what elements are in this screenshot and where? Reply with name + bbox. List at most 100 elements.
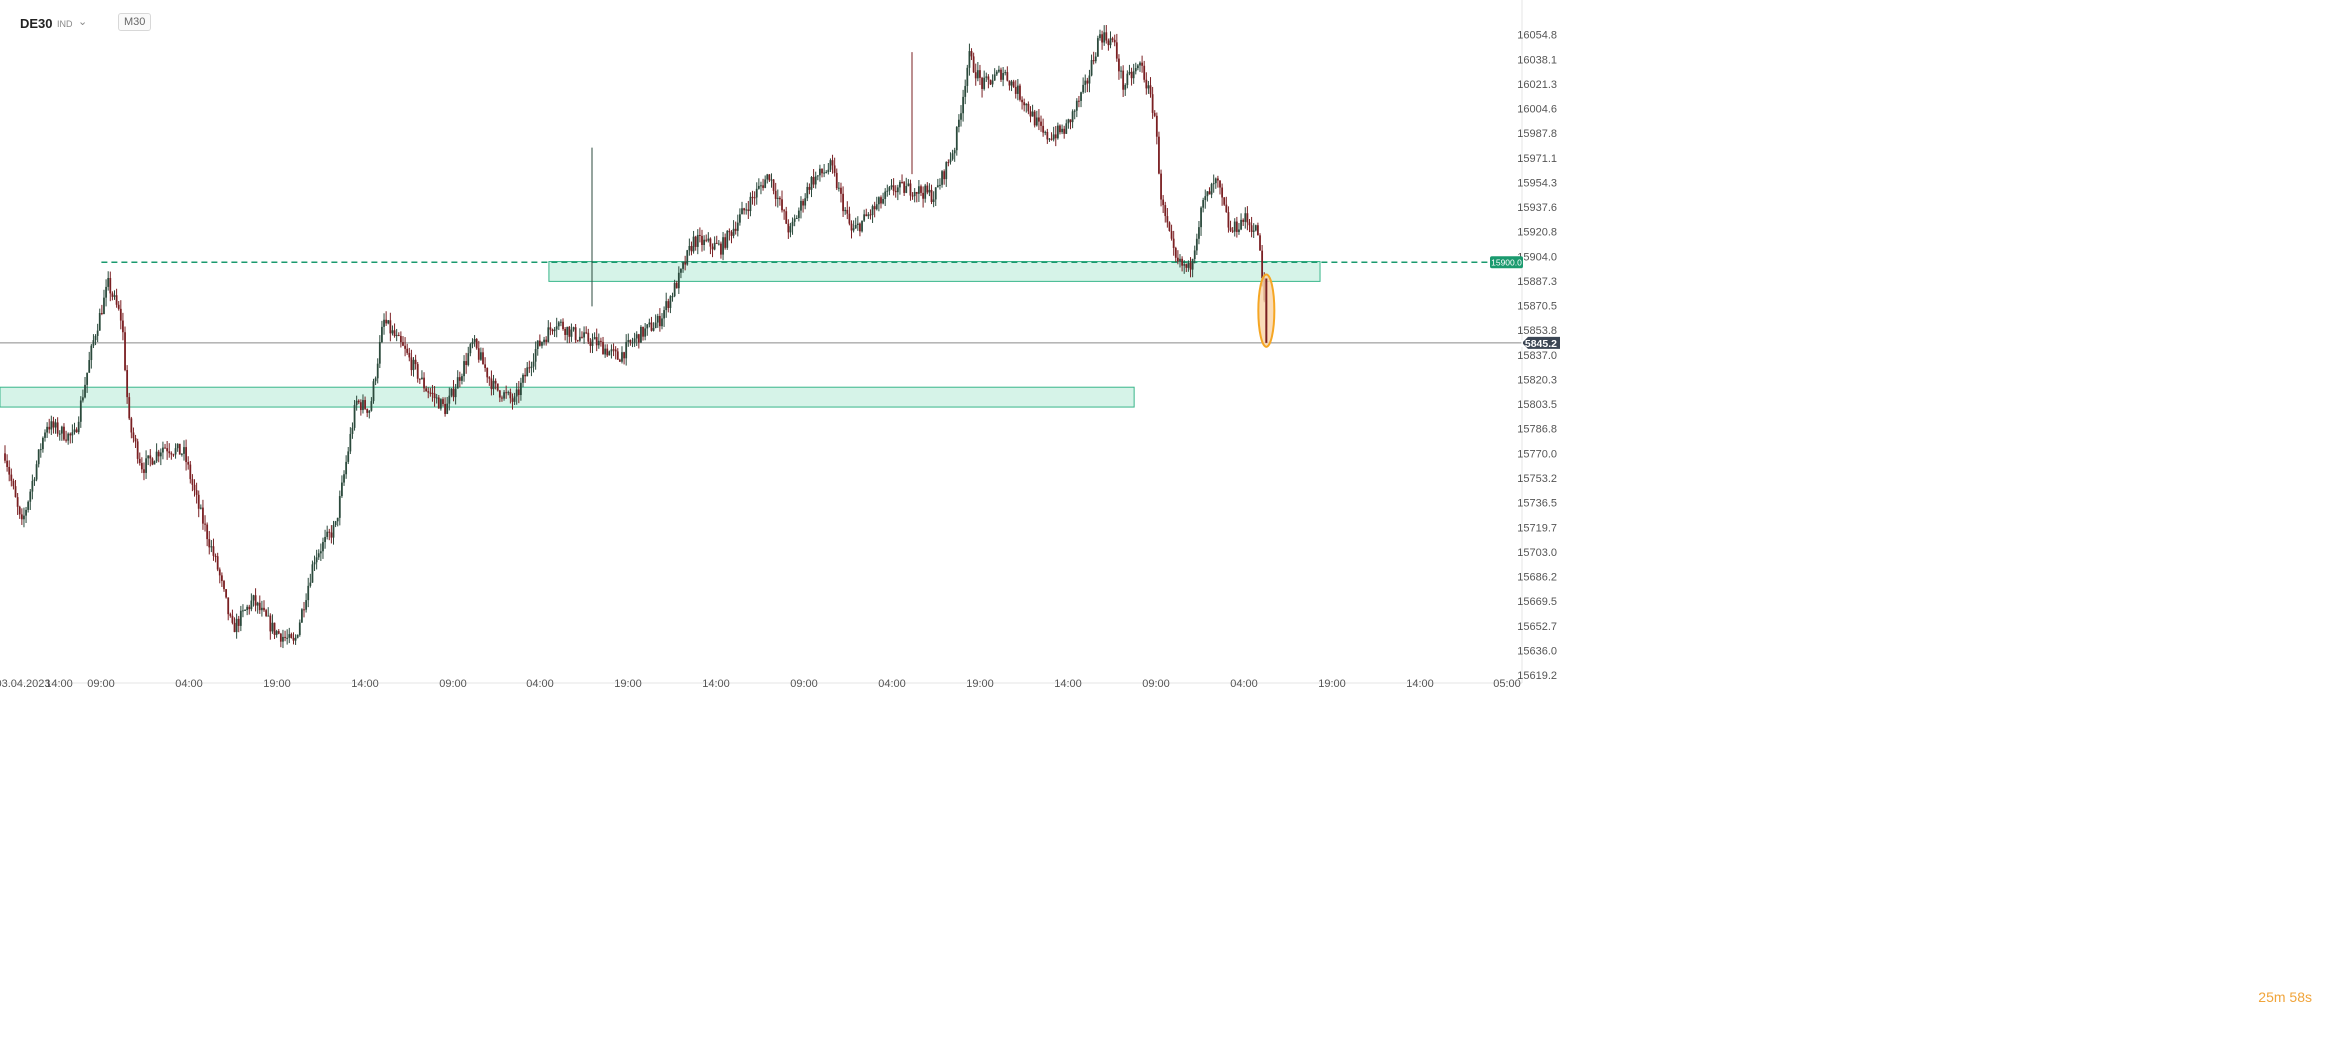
candle-body (907, 183, 910, 186)
candle-body (44, 432, 46, 438)
candle-body (840, 187, 842, 194)
candle-body (494, 380, 497, 384)
candle-body (75, 429, 78, 433)
candle-body (528, 367, 531, 369)
candle-body (768, 174, 771, 181)
candle-body (873, 206, 876, 210)
candle-body (564, 329, 567, 335)
y-tick-label: 16054.8 (1517, 30, 1557, 42)
candle-body (770, 179, 773, 181)
candle-body (479, 352, 482, 360)
candle-body (263, 607, 265, 611)
candle-body (823, 172, 826, 174)
x-tick-label: 04:00 (526, 678, 554, 690)
candle-body (77, 421, 80, 433)
timeframe-select[interactable]: M30 (118, 13, 152, 31)
candle-body (197, 494, 200, 509)
candle-body (663, 310, 665, 319)
candle-body (880, 197, 882, 204)
candle-body (1136, 65, 1139, 69)
candle-body (869, 214, 872, 216)
candle-body (728, 230, 731, 233)
candle-body (936, 185, 939, 188)
candle-body (1105, 32, 1108, 41)
x-tick-label: 05:00 (1493, 678, 1521, 690)
candle-body (1103, 32, 1106, 43)
x-tick-label: 09:00 (1142, 678, 1170, 690)
candle-body (439, 399, 442, 409)
candle-body (555, 326, 558, 330)
candle-body (416, 364, 419, 379)
candle-body (1038, 117, 1040, 122)
candle-body (107, 277, 110, 287)
candle-body (520, 382, 522, 396)
candle-body (585, 332, 588, 334)
candle-body (730, 232, 733, 236)
candle-body (753, 197, 756, 199)
candle-body (239, 610, 242, 626)
candle-body (334, 521, 337, 526)
candle-body (726, 230, 729, 248)
candle-body (1113, 39, 1116, 43)
candle-body (677, 272, 680, 289)
candle-body (859, 223, 861, 232)
y-tick-label: 15786.8 (1517, 424, 1557, 436)
candle-body (646, 324, 649, 329)
candle-body (998, 69, 1000, 72)
candle-body (378, 342, 381, 364)
candle-body (781, 199, 783, 211)
candle-body (231, 615, 234, 623)
candle-body (812, 177, 815, 185)
candle-body (317, 553, 320, 558)
candle-body (595, 337, 598, 346)
candle-body (871, 206, 874, 215)
candle-body (578, 336, 581, 341)
candle-body (789, 226, 792, 233)
symbol-label[interactable]: DE30 (20, 16, 53, 31)
y-tick-label: 15954.3 (1517, 177, 1557, 189)
candle-body (985, 76, 988, 78)
candle-body (444, 403, 446, 414)
x-tick-label: 19:00 (966, 678, 994, 690)
candle-body (130, 418, 133, 433)
symbol-dropdown-icon[interactable]: ⌄ (78, 16, 88, 28)
candle-body (1187, 262, 1190, 268)
candle-body (1016, 85, 1019, 94)
candle-body (800, 200, 802, 211)
candle-body (408, 352, 411, 358)
candle-body (1153, 112, 1156, 116)
y-tick-label: 15920.8 (1517, 227, 1557, 239)
candle-body (448, 395, 451, 404)
candle-body (1229, 227, 1232, 231)
candle-body (816, 175, 819, 177)
candle-body (372, 381, 375, 402)
current-price-badge (1522, 336, 1560, 349)
candle-body (105, 286, 107, 298)
candle-body (1134, 68, 1137, 72)
candle-body (496, 383, 499, 391)
candle-body (138, 458, 141, 464)
candle-body (1160, 173, 1162, 200)
candle-body (1056, 125, 1059, 139)
candle-body (979, 70, 981, 78)
y-tick-label: 16038.1 (1517, 54, 1557, 66)
candle-body (720, 243, 722, 255)
candle-body (991, 80, 994, 85)
candle-body (273, 622, 276, 635)
candle-body (1027, 103, 1030, 112)
candle-body (362, 400, 364, 411)
candle-body (159, 452, 162, 457)
candle-body (1233, 221, 1236, 232)
candle-body (684, 262, 687, 265)
candle-body (1248, 222, 1251, 226)
candle-body (176, 443, 179, 449)
candle-body (463, 361, 465, 377)
candle-body (671, 296, 674, 298)
candle-body (924, 185, 927, 199)
candle-body (821, 168, 823, 174)
candle-body (391, 330, 394, 334)
candle-body (930, 189, 933, 202)
candle-body (1193, 250, 1196, 259)
candle-body (359, 402, 362, 411)
